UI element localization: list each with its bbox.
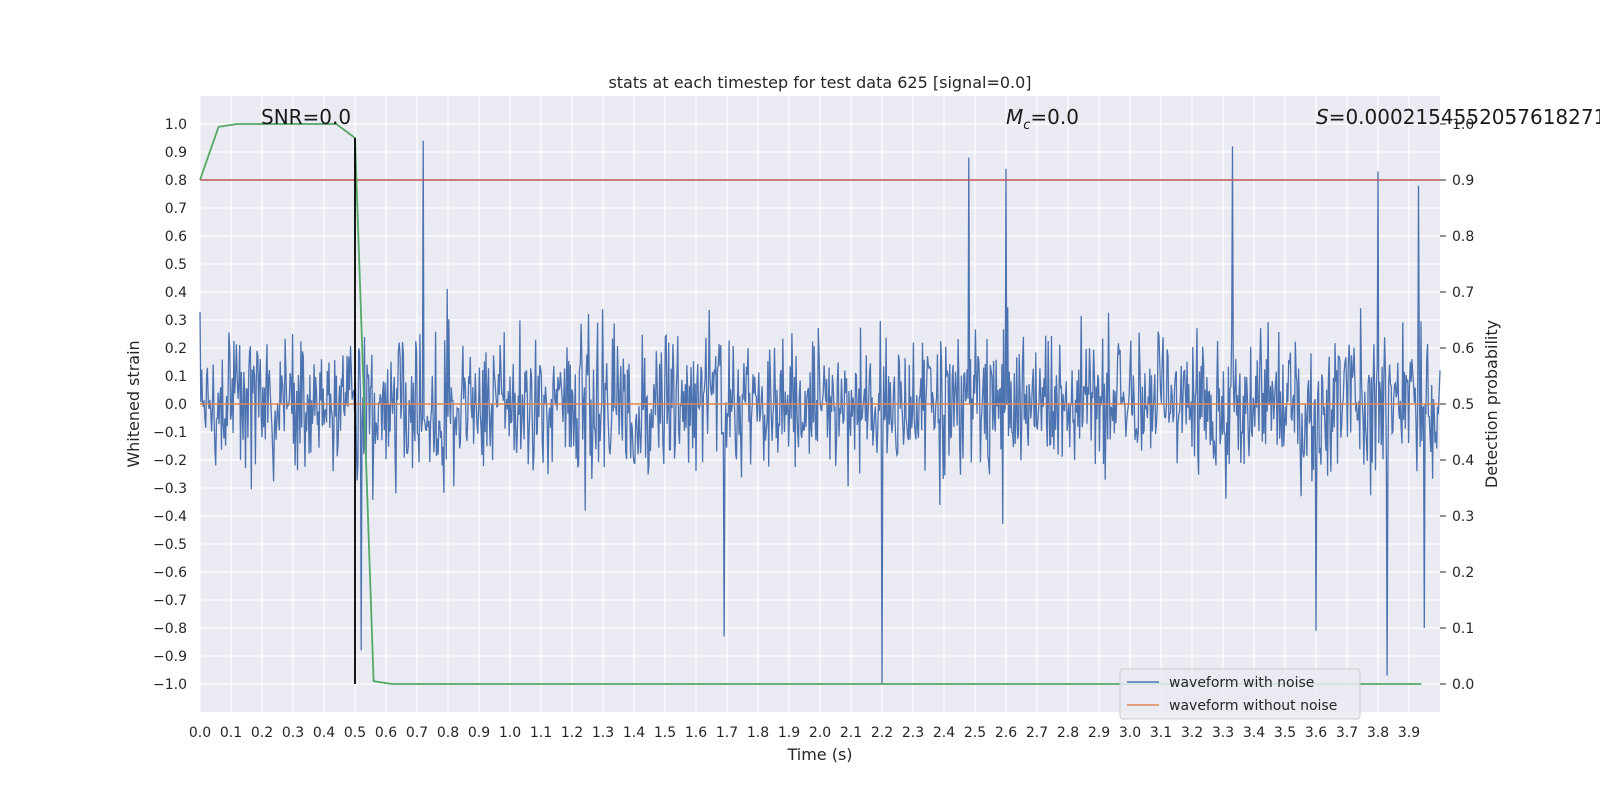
y2-tick-label: 0.2: [1452, 565, 1474, 581]
y2-tick-label: 0.8: [1452, 229, 1474, 245]
x-tick-label: 0.7: [406, 725, 428, 741]
x-tick-label: 1.6: [685, 725, 707, 741]
x-tick-label: 3.0: [1119, 725, 1141, 741]
x-tick-label: 0.3: [282, 725, 304, 741]
y-tick-label: 0.6: [165, 229, 187, 245]
s-value: =0.00021545520576182717: [1329, 105, 1600, 129]
x-tick-label: 1.8: [747, 725, 769, 741]
y-tick-label: 0.9: [165, 145, 187, 161]
x-tick-label: 2.4: [933, 725, 955, 741]
x-tick-label: 1.1: [530, 725, 552, 741]
x-tick-label: 2.5: [964, 725, 986, 741]
x-tick-label: 2.2: [871, 725, 893, 741]
x-tick-label: 3.1: [1150, 725, 1172, 741]
x-tick-label: 3.8: [1367, 725, 1389, 741]
x-tick-label: 2.9: [1088, 725, 1110, 741]
series-layer: [199, 123, 1441, 685]
y-tick-label: 0.5: [165, 257, 187, 273]
x-tick-label: 0.0: [189, 725, 211, 741]
y2-tick-label: 0.3: [1452, 509, 1474, 525]
y-tick-label: −0.8: [153, 621, 187, 637]
y-tick-label: −0.9: [153, 649, 187, 665]
x-tick-label: 1.0: [499, 725, 521, 741]
y-tick-label: −0.7: [153, 593, 187, 609]
legend-label-clean: waveform without noise: [1169, 698, 1337, 714]
x-tick-label: 2.3: [902, 725, 924, 741]
y2-tick-label: 0.6: [1452, 341, 1474, 357]
legend-box: [1119, 668, 1361, 720]
y-tick-label: −1.0: [153, 677, 187, 693]
x-tick-label: 1.7: [716, 725, 738, 741]
chart-title: stats at each timestep for test data 625…: [608, 73, 1031, 92]
x-tick-label: 0.5: [344, 725, 366, 741]
x-tick-label: 3.3: [1212, 725, 1234, 741]
mc-value: =0.0: [1030, 105, 1079, 129]
y2-tick-label: 0.4: [1452, 453, 1474, 469]
x-tick-label: 2.1: [840, 725, 862, 741]
x-tick-label: 0.4: [313, 725, 335, 741]
legend-label-noise: waveform with noise: [1169, 675, 1314, 691]
mc-symbol: M: [1006, 105, 1023, 129]
s-annotation: S=0.00021545520576182717: [1316, 105, 1600, 129]
x-tick-label: 2.7: [1026, 725, 1048, 741]
x-tick-label: 1.9: [778, 725, 800, 741]
series-waveform-with-noise: [199, 140, 1441, 685]
y-tick-labels: 1.0 0.9 0.8 0.7 0.6 0.5 0.4 0.3 0.2 0.1 0.0 −0.1 −0.…: [153, 117, 187, 693]
y-tick-label: −0.6: [153, 565, 187, 581]
y2-tick-label: 0.7: [1452, 285, 1474, 301]
y-tick-label: 0.3: [165, 313, 187, 329]
y2-tick-labels: 1.0 0.9 0.8 0.7 0.6 0.5 0.4 0.3 0.2 0.1 0.0: [1440, 117, 1474, 693]
x-axis-label: Time (s): [786, 745, 852, 764]
y2-tick-label: 1.0: [1452, 117, 1474, 133]
x-tick-label: 3.7: [1336, 725, 1358, 741]
x-tick-label: 0.6: [375, 725, 397, 741]
y-tick-label: 0.7: [165, 201, 187, 217]
legend: waveform with noise waveform without noi…: [1119, 668, 1361, 720]
y2-tick-label: 0.5: [1452, 397, 1474, 413]
x-tick-label: 2.0: [809, 725, 831, 741]
x-tick-label: 1.4: [623, 725, 645, 741]
y-tick-label: 0.4: [165, 285, 187, 301]
x-tick-label: 3.6: [1305, 725, 1327, 741]
mc-subscript: c: [1023, 118, 1030, 133]
x-tick-label: 3.5: [1274, 725, 1296, 741]
y-tick-label: 1.0: [165, 117, 187, 133]
x-tick-label: 0.2: [251, 725, 273, 741]
y-tick-label: 0.2: [165, 341, 187, 357]
x-tick-label: 3.9: [1398, 725, 1420, 741]
x-tick-label: 0.9: [468, 725, 490, 741]
y2-tick-label: 0.1: [1452, 621, 1474, 637]
x-tick-label: 1.2: [561, 725, 583, 741]
y-tick-label: 0.0: [165, 397, 187, 413]
mc-annotation: Mc=0.0: [1006, 105, 1079, 133]
x-tick-label: 2.6: [995, 725, 1017, 741]
x-tick-label: 3.2: [1181, 725, 1203, 741]
y-tick-label: −0.2: [153, 453, 187, 469]
y-tick-label: −0.5: [153, 537, 187, 553]
y-tick-label: −0.4: [153, 509, 187, 525]
y-tick-label: −0.3: [153, 481, 187, 497]
x-tick-label: 0.8: [437, 725, 459, 741]
s-symbol: S: [1316, 105, 1329, 129]
series-detection-probability: [199, 123, 1422, 685]
x-tick-label: 3.4: [1243, 725, 1265, 741]
y2-tick-label: 0.0: [1452, 677, 1474, 693]
y-tick-label: 0.1: [165, 369, 187, 385]
x-tick-label: 1.5: [654, 725, 676, 741]
y-tick-label: 0.8: [165, 173, 187, 189]
x-tick-label: 2.8: [1057, 725, 1079, 741]
y2-axis-label: Detection probability: [1482, 320, 1501, 488]
y-axis-label: Whitened strain: [124, 340, 143, 467]
y-tick-label: −0.1: [153, 425, 187, 441]
x-tick-label: 0.1: [220, 725, 242, 741]
y2-tick-label: 0.9: [1452, 173, 1474, 189]
x-tick-labels: 0.0 0.1 0.2 0.3 0.4 0.5 0.6 0.7 0.8 0.9 1.0 1.1 1.2 1…: [189, 725, 1420, 741]
x-tick-label: 1.3: [592, 725, 614, 741]
snr-annotation: SNR=0.0: [261, 105, 351, 129]
